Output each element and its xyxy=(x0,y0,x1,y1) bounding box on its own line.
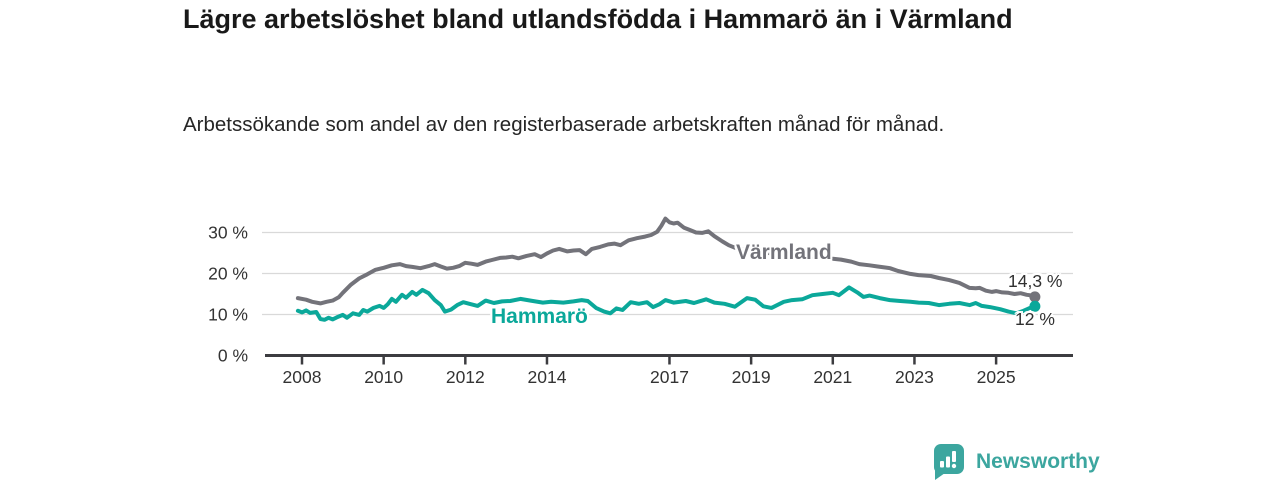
newsworthy-brand: Newsworthy xyxy=(933,443,1100,480)
svg-text:0 %: 0 % xyxy=(218,346,248,366)
svg-text:2019: 2019 xyxy=(732,367,771,387)
svg-text:2021: 2021 xyxy=(813,367,852,387)
svg-text:2014: 2014 xyxy=(528,367,567,387)
gridlines xyxy=(262,231,1073,316)
end-value-label-hammaro: 12 % xyxy=(1015,309,1055,329)
svg-text:2023: 2023 xyxy=(895,367,934,387)
newsworthy-logo-icon xyxy=(934,444,964,480)
svg-text:20 %: 20 % xyxy=(208,264,248,284)
page-title: Lägre arbetslöshet bland utlandsfödda i … xyxy=(183,4,1013,34)
series-label-varmland: Värmland xyxy=(736,241,832,264)
y-axis-labels: 0 % 10 % 20 % 30 % xyxy=(208,223,248,366)
end-dots xyxy=(1029,291,1041,312)
svg-text:2012: 2012 xyxy=(446,367,485,387)
svg-text:30 %: 30 % xyxy=(208,223,248,243)
series-lines xyxy=(295,216,1037,322)
svg-text:2017: 2017 xyxy=(650,367,689,387)
page-subtitle: Arbetssökande som andel av den registerb… xyxy=(183,113,945,136)
svg-text:10 %: 10 % xyxy=(208,305,248,325)
end-value-label-varmland: 14,3 % xyxy=(1008,271,1063,291)
svg-text:2025: 2025 xyxy=(977,367,1016,387)
series-label-hammaro: Hammarö xyxy=(491,305,588,328)
newsworthy-logo-text: Newsworthy xyxy=(976,450,1100,473)
x-axis: 2008 2010 2012 2014 2017 2019 2021 2023 2025 xyxy=(265,354,1073,387)
svg-text:2010: 2010 xyxy=(364,367,403,387)
svg-text:2008: 2008 xyxy=(283,367,322,387)
